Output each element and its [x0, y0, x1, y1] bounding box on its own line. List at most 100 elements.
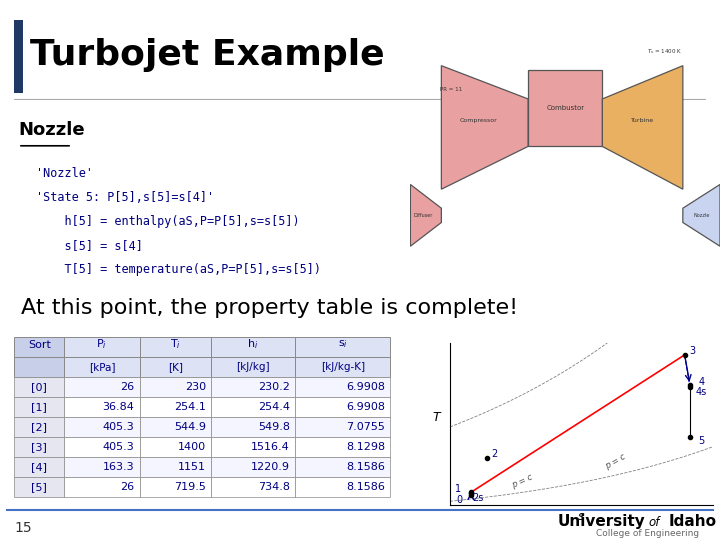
Text: 544.9: 544.9	[174, 422, 206, 432]
Text: At this point, the property table is complete!: At this point, the property table is com…	[22, 298, 518, 318]
Text: 1151: 1151	[178, 462, 206, 472]
Text: 1220.9: 1220.9	[251, 462, 290, 472]
Bar	[140, 437, 211, 457]
Polygon shape	[441, 66, 528, 189]
Text: T$_i$: T$_i$	[170, 338, 181, 352]
Polygon shape	[603, 66, 683, 189]
Polygon shape	[410, 185, 441, 246]
Text: 6.9908: 6.9908	[346, 402, 385, 412]
Bar	[140, 417, 211, 437]
Y-axis label: T: T	[432, 411, 440, 424]
Bar	[14, 20, 23, 93]
Text: 719.5: 719.5	[174, 482, 206, 492]
Bar	[14, 477, 64, 497]
Bar	[211, 336, 295, 356]
Text: [kJ/kg-K]: [kJ/kg-K]	[320, 362, 365, 372]
Bar	[295, 437, 390, 457]
Text: 1: 1	[454, 484, 461, 494]
Text: 8.1586: 8.1586	[346, 482, 385, 492]
Text: [5]: [5]	[31, 482, 48, 492]
Text: 6.9908: 6.9908	[346, 382, 385, 392]
Bar	[64, 457, 140, 477]
Text: T[5] = temperature(aS,P=P[5],s=s[5]): T[5] = temperature(aS,P=P[5],s=s[5])	[36, 263, 321, 276]
Text: University: University	[558, 514, 646, 529]
Bar	[64, 417, 140, 437]
Text: Turbine: Turbine	[631, 118, 654, 123]
Text: Combustor: Combustor	[546, 105, 584, 111]
Text: 734.8: 734.8	[258, 482, 290, 492]
Bar	[211, 377, 295, 397]
Text: Nozzle: Nozzle	[18, 120, 85, 139]
Bar	[528, 70, 603, 146]
Text: $T_s$ = 1400 K: $T_s$ = 1400 K	[647, 47, 682, 56]
Bar	[140, 397, 211, 417]
Text: Sort: Sort	[28, 340, 50, 349]
Bar	[64, 477, 140, 497]
Bar	[64, 437, 140, 457]
X-axis label: s: s	[578, 510, 585, 523]
Text: s$_i$: s$_i$	[338, 339, 348, 350]
Text: 1516.4: 1516.4	[251, 442, 290, 452]
Text: 'Nozzle': 'Nozzle'	[36, 167, 94, 180]
Text: [kPa]: [kPa]	[89, 362, 115, 372]
Bar	[295, 477, 390, 497]
Bar	[295, 336, 390, 356]
Bar	[211, 417, 295, 437]
Text: Idaho: Idaho	[668, 514, 716, 529]
Bar	[14, 377, 64, 397]
Text: 0: 0	[456, 495, 462, 505]
Text: 7.0755: 7.0755	[346, 422, 385, 432]
Bar	[140, 336, 211, 356]
Text: [4]: [4]	[31, 462, 48, 472]
Bar	[14, 397, 64, 417]
Bar	[295, 397, 390, 417]
Bar	[140, 377, 211, 397]
Bar	[14, 417, 64, 437]
Bar	[211, 356, 295, 377]
Text: 4s: 4s	[696, 387, 707, 397]
Text: 1400: 1400	[178, 442, 206, 452]
Bar	[140, 457, 211, 477]
Bar	[140, 477, 211, 497]
Text: 'State 5: P[5],s[5]=s[4]': 'State 5: P[5],s[5]=s[4]'	[36, 191, 215, 204]
Text: 5: 5	[698, 436, 704, 447]
Text: [3]: [3]	[31, 442, 48, 452]
Bar	[64, 336, 140, 356]
Text: College of Engineering: College of Engineering	[596, 529, 699, 538]
Text: p = c: p = c	[510, 472, 534, 490]
Text: 26: 26	[120, 382, 135, 392]
Bar	[14, 437, 64, 457]
Text: 254.4: 254.4	[258, 402, 290, 412]
Bar	[64, 377, 140, 397]
Text: 15: 15	[14, 521, 32, 535]
Text: [K]: [K]	[168, 362, 183, 372]
Text: s[5] = s[4]: s[5] = s[4]	[36, 239, 143, 252]
Text: Diffuser: Diffuser	[413, 213, 433, 218]
Bar	[295, 377, 390, 397]
Text: P$_i$: P$_i$	[96, 338, 107, 352]
Text: of: of	[648, 516, 660, 529]
Text: h$_i$: h$_i$	[248, 338, 258, 352]
Text: 405.3: 405.3	[103, 422, 135, 432]
Text: 8.1298: 8.1298	[346, 442, 385, 452]
Polygon shape	[683, 185, 720, 246]
Bar	[64, 356, 140, 377]
Bar	[295, 417, 390, 437]
Text: 163.3: 163.3	[103, 462, 135, 472]
Text: 230.2: 230.2	[258, 382, 290, 392]
Text: 254.1: 254.1	[174, 402, 206, 412]
Text: 2s: 2s	[472, 493, 484, 503]
Bar	[14, 356, 64, 377]
Text: h[5] = enthalpy(aS,P=P[5],s=s[5]): h[5] = enthalpy(aS,P=P[5],s=s[5])	[36, 215, 300, 228]
Bar	[64, 397, 140, 417]
Text: 8.1586: 8.1586	[346, 462, 385, 472]
Text: [1]: [1]	[31, 402, 48, 412]
Bar	[14, 336, 64, 356]
Text: 26: 26	[120, 482, 135, 492]
Bar	[211, 457, 295, 477]
Text: 549.8: 549.8	[258, 422, 290, 432]
Bar	[295, 356, 390, 377]
Text: Nozzle: Nozzle	[693, 213, 710, 218]
Bar	[140, 356, 211, 377]
Text: 2: 2	[491, 449, 498, 459]
